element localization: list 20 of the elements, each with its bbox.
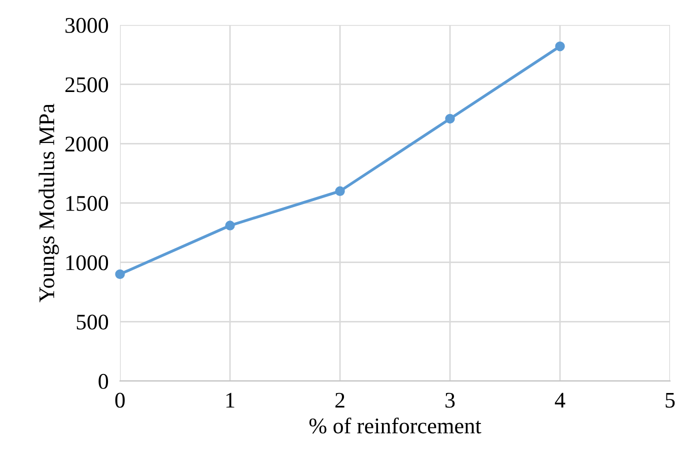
y-tick-label: 0 [98,374,108,389]
x-tick-label: 5 [666,392,675,408]
point [445,114,455,124]
point [115,269,125,280]
y-tick-label: 500 [76,314,108,330]
point [555,42,565,52]
x-axis-title: % of reinforcement [309,418,482,434]
x-tick-label: 1 [226,392,234,408]
y-tick-label: 3000 [66,18,108,33]
y-tick-label: 2500 [65,77,108,92]
x-tick-label: 2 [335,392,344,408]
y-tick-label: 1000 [66,255,108,270]
y-axis-title: Youngs Modulus MPa [38,104,59,302]
y-tick-label: 2000 [65,136,108,152]
point [335,186,345,196]
x-tick-label: 4 [554,392,566,408]
x-tick-label: 0 [115,392,125,408]
y-tick-label: 1500 [66,196,108,211]
point [225,220,235,230]
x-tick-label: 3 [446,392,455,408]
